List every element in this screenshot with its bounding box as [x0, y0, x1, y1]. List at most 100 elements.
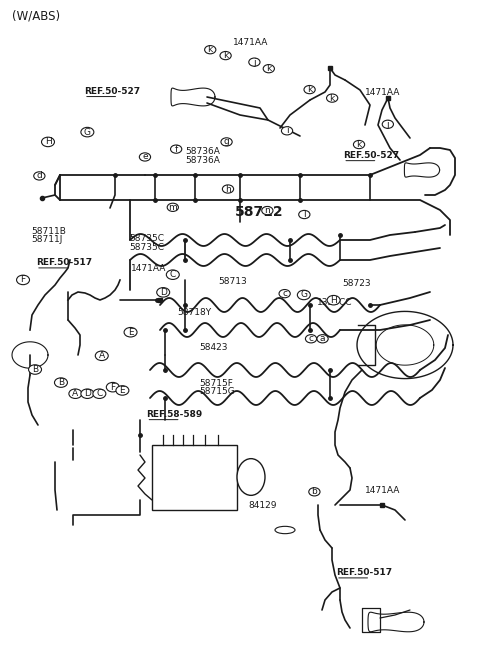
Text: REF.58-589: REF.58-589	[146, 410, 203, 419]
Ellipse shape	[327, 296, 340, 305]
Ellipse shape	[29, 365, 41, 374]
Text: i: i	[286, 126, 288, 135]
Ellipse shape	[139, 153, 151, 161]
Text: 58715G: 58715G	[199, 387, 235, 396]
Text: C: C	[169, 270, 176, 279]
Text: A: A	[99, 351, 105, 360]
Text: a: a	[320, 334, 325, 343]
Text: 58711J: 58711J	[31, 235, 62, 244]
Ellipse shape	[81, 389, 94, 398]
FancyBboxPatch shape	[152, 445, 237, 510]
Ellipse shape	[106, 383, 119, 392]
Ellipse shape	[304, 86, 315, 94]
Ellipse shape	[93, 389, 106, 398]
Text: k: k	[223, 51, 228, 60]
Text: REF.50-517: REF.50-517	[336, 568, 392, 577]
Text: D: D	[84, 389, 91, 398]
Text: 58723: 58723	[342, 279, 371, 288]
Text: d: d	[36, 171, 42, 181]
Ellipse shape	[204, 46, 216, 54]
Text: G: G	[300, 290, 307, 300]
Ellipse shape	[317, 335, 328, 343]
Text: k: k	[307, 85, 312, 94]
Ellipse shape	[249, 58, 260, 66]
Text: H: H	[330, 296, 337, 305]
Ellipse shape	[81, 128, 94, 137]
Text: REF.50-517: REF.50-517	[36, 258, 92, 267]
Text: F: F	[110, 383, 115, 392]
Ellipse shape	[116, 386, 129, 395]
Text: l: l	[303, 210, 306, 219]
Ellipse shape	[279, 290, 290, 298]
Text: E: E	[128, 328, 133, 337]
Text: m: m	[168, 203, 177, 212]
Text: 1339CC: 1339CC	[317, 298, 352, 307]
Text: B: B	[58, 378, 64, 387]
Text: 58711B: 58711B	[31, 227, 66, 236]
Text: 58715F: 58715F	[199, 379, 233, 388]
Text: B: B	[32, 365, 38, 374]
Text: k: k	[357, 140, 361, 149]
Ellipse shape	[281, 127, 293, 135]
Text: 58718Y: 58718Y	[178, 308, 212, 317]
Text: g: g	[224, 137, 229, 146]
Text: k: k	[330, 94, 335, 103]
Text: 1471AA: 1471AA	[233, 38, 268, 47]
Ellipse shape	[16, 275, 30, 284]
Text: E: E	[120, 386, 125, 395]
Text: k: k	[266, 64, 271, 73]
Text: G: G	[84, 128, 91, 137]
Ellipse shape	[237, 458, 265, 495]
Ellipse shape	[382, 120, 394, 128]
Ellipse shape	[299, 211, 310, 218]
Ellipse shape	[275, 526, 295, 534]
Text: c: c	[282, 289, 287, 298]
Text: f: f	[175, 145, 178, 154]
Ellipse shape	[353, 141, 365, 148]
Text: (W/ABS): (W/ABS)	[12, 10, 60, 23]
Text: A: A	[72, 389, 78, 398]
Text: 1471AA: 1471AA	[131, 264, 166, 273]
Ellipse shape	[305, 335, 317, 343]
Ellipse shape	[42, 137, 54, 146]
Ellipse shape	[157, 288, 170, 297]
Ellipse shape	[124, 328, 137, 337]
Text: 1471AA: 1471AA	[365, 486, 400, 495]
Text: e: e	[142, 152, 148, 162]
Ellipse shape	[69, 389, 82, 398]
Text: REF.50-527: REF.50-527	[84, 87, 140, 96]
Text: 58736A: 58736A	[185, 156, 220, 165]
Ellipse shape	[220, 52, 231, 60]
Text: c: c	[309, 334, 313, 343]
Ellipse shape	[309, 488, 320, 496]
Text: n: n	[264, 206, 270, 215]
Ellipse shape	[326, 94, 338, 102]
Text: k: k	[208, 45, 213, 54]
Text: j: j	[386, 120, 389, 129]
Text: H: H	[45, 137, 51, 146]
Ellipse shape	[298, 290, 311, 300]
Ellipse shape	[95, 351, 108, 360]
Text: 1471AA: 1471AA	[365, 88, 400, 97]
Text: C: C	[96, 389, 103, 398]
Ellipse shape	[167, 203, 179, 211]
Ellipse shape	[34, 172, 45, 180]
Text: 58423: 58423	[199, 343, 228, 353]
Text: j: j	[253, 58, 256, 67]
Text: REF.50-527: REF.50-527	[343, 151, 399, 160]
Ellipse shape	[222, 185, 234, 193]
Text: 84129: 84129	[249, 501, 277, 510]
Ellipse shape	[55, 378, 67, 387]
Text: D: D	[160, 288, 167, 297]
Text: 58735C: 58735C	[130, 234, 165, 243]
Text: 58736A: 58736A	[185, 147, 220, 156]
Text: h: h	[225, 184, 231, 194]
Ellipse shape	[166, 270, 179, 279]
Text: 58713: 58713	[218, 277, 247, 286]
Text: F: F	[21, 275, 25, 284]
Ellipse shape	[263, 65, 275, 73]
Ellipse shape	[221, 138, 232, 146]
Text: 58735C: 58735C	[130, 243, 165, 252]
Text: 58712: 58712	[235, 205, 284, 219]
Text: b: b	[312, 487, 317, 496]
